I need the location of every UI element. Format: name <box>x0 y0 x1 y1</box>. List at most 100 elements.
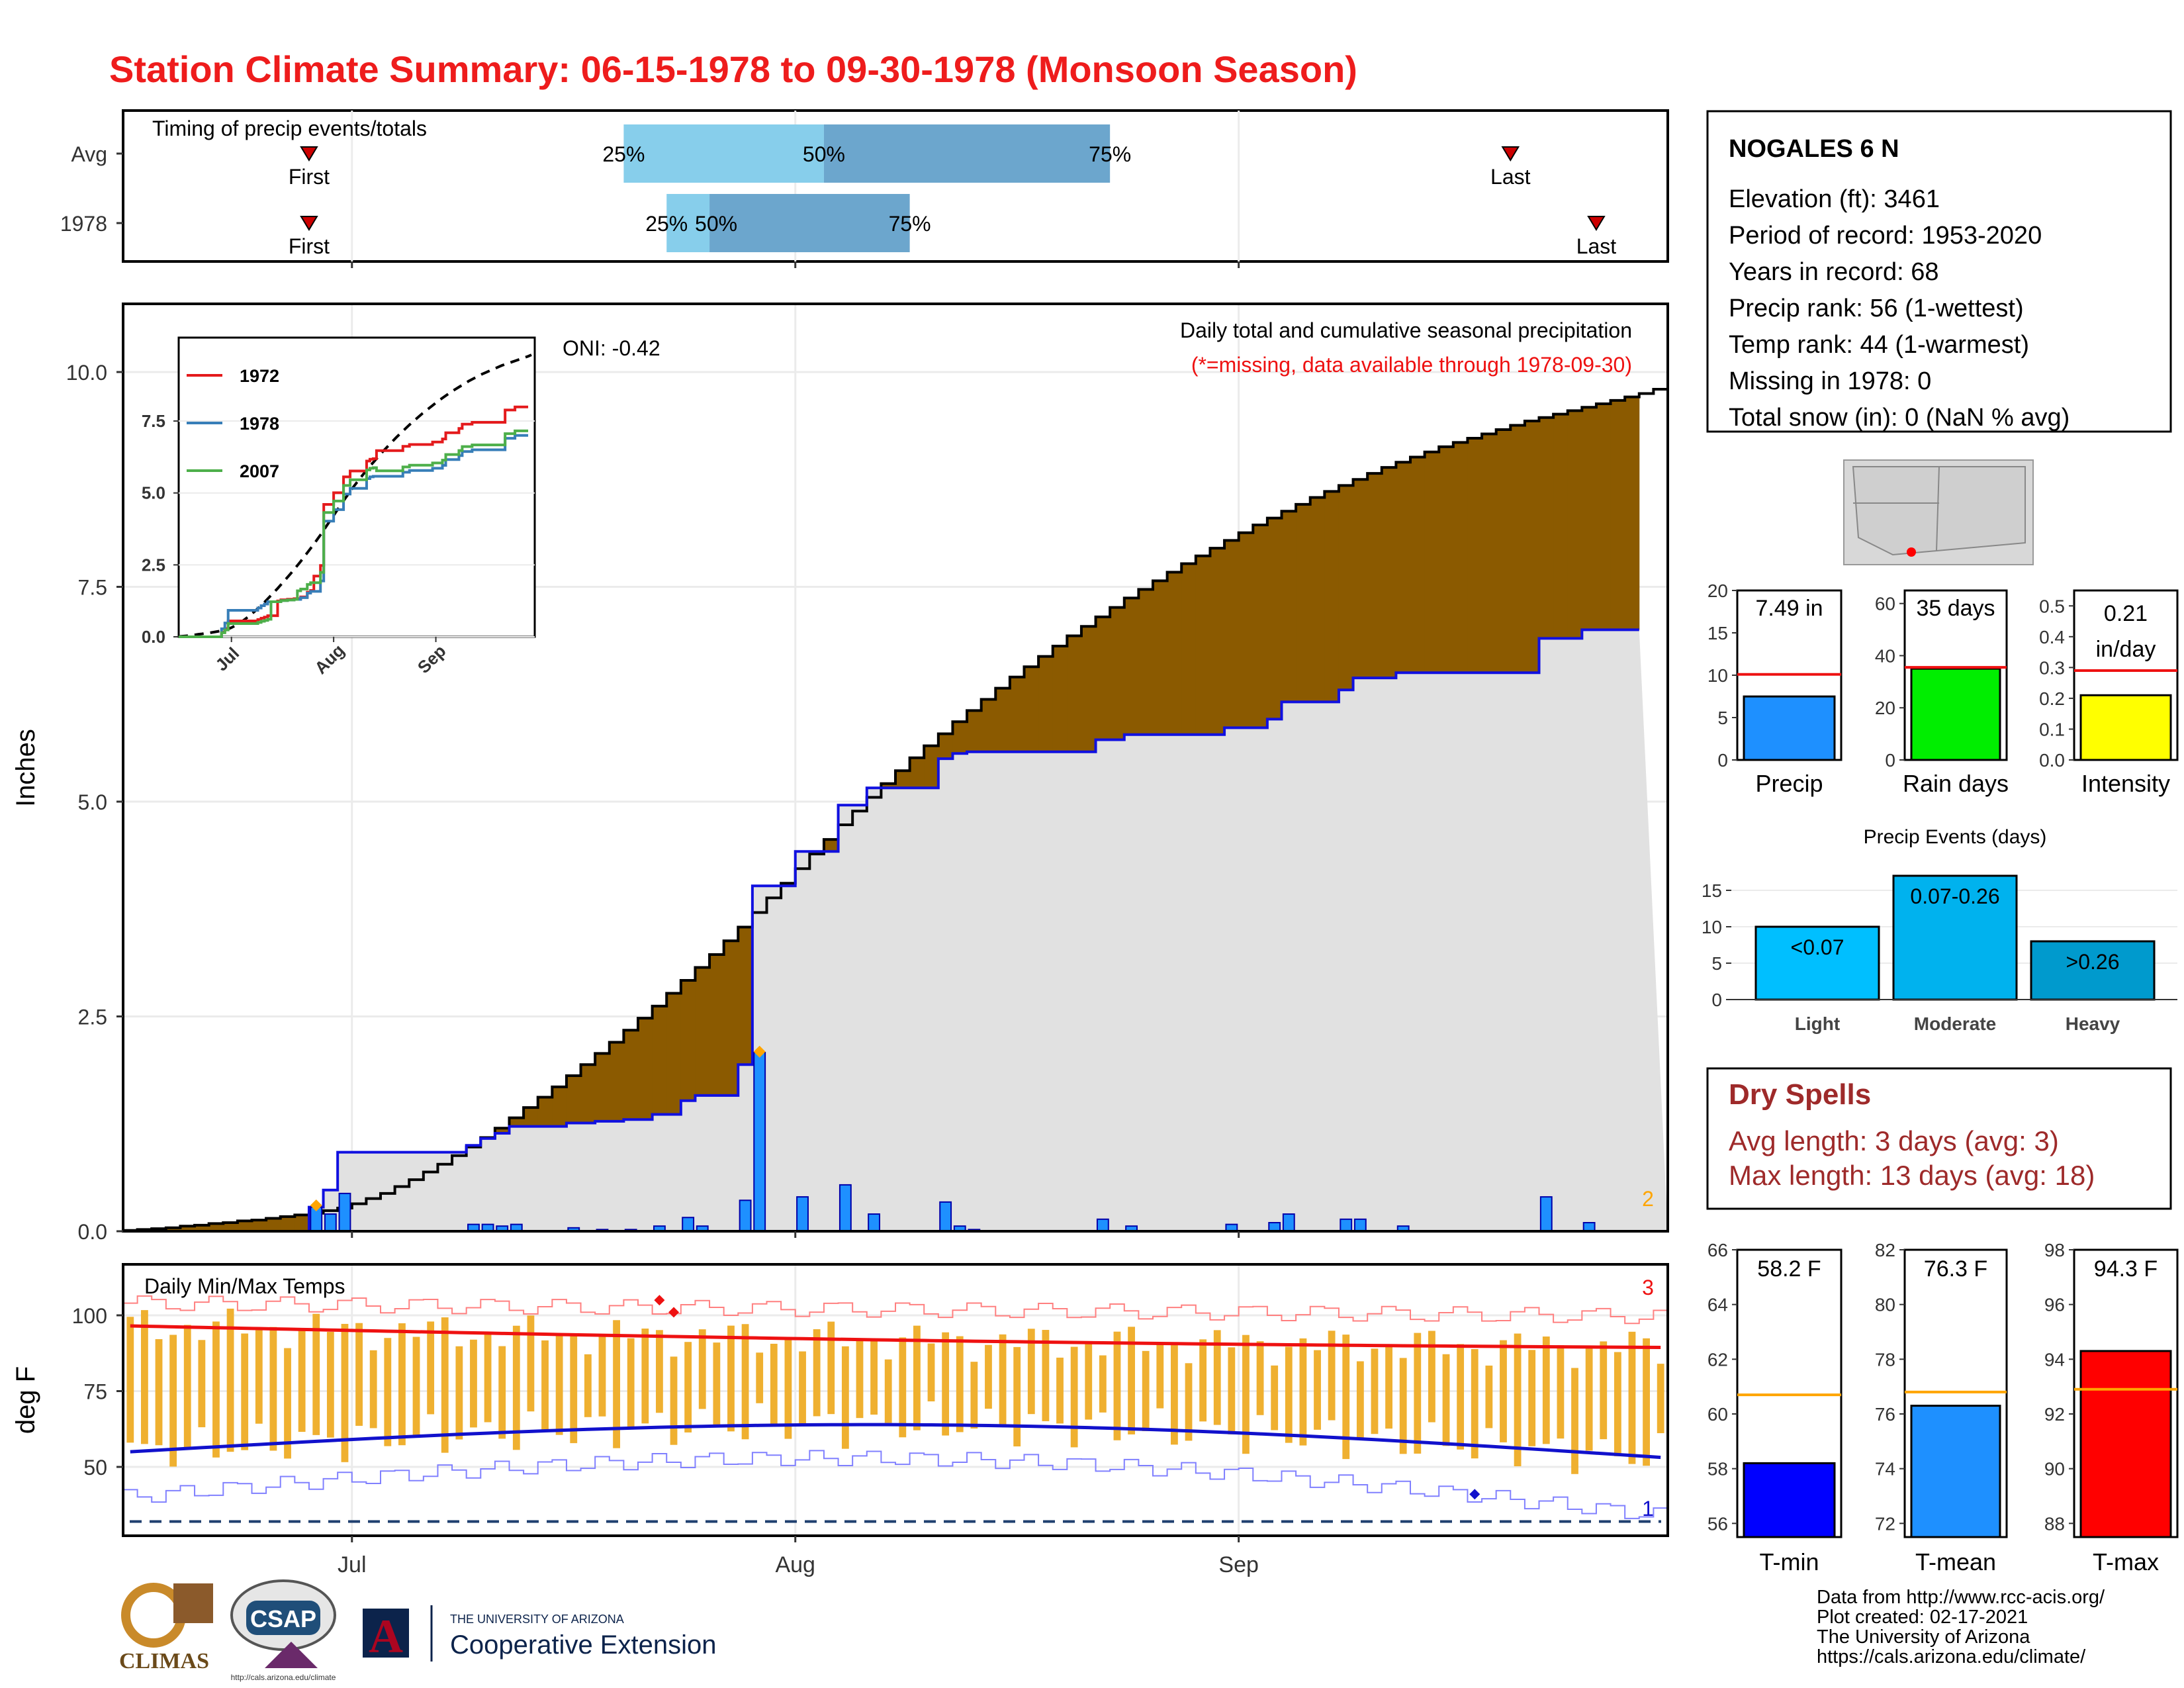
temps-daily-bar <box>1385 1346 1392 1429</box>
tempbar-ytick-label: 98 <box>2044 1240 2065 1260</box>
station-line: Period of record: 1953-2020 <box>1729 222 2042 250</box>
temps-daily-bar <box>1042 1330 1050 1421</box>
temps-daily-bar <box>870 1340 878 1415</box>
x-tick-label: Aug <box>775 1552 815 1577</box>
precip-daily-bar <box>338 1192 351 1232</box>
temps-daily-bar <box>441 1317 449 1453</box>
shared-x-axis: Jul Aug Sep <box>338 261 1259 1577</box>
temps-daily-bar <box>927 1343 935 1402</box>
precip-difference-segment <box>723 941 739 1096</box>
precip-daily-bar <box>1282 1213 1295 1233</box>
tempbar-ytick-label: 92 <box>2044 1404 2065 1425</box>
temps-daily-bar <box>598 1334 606 1417</box>
tempbar-value-label: 58.2 F <box>1757 1256 1821 1282</box>
temps-daily-bar <box>398 1323 406 1446</box>
events-bar <box>1754 925 1880 1001</box>
minibar-ytick-label: 5 <box>1717 708 1728 728</box>
timing-bar-25-50 <box>623 124 824 183</box>
station-line: Total snow (in): 0 (NaN % avg) <box>1729 404 2070 432</box>
precip-difference-segment <box>1453 442 1468 673</box>
climas-logo-text: CLIMAS <box>119 1649 209 1673</box>
climas-logo-icon <box>121 1583 186 1648</box>
temps-daily-bar <box>1299 1338 1307 1446</box>
temps-daily-bar <box>1514 1333 1522 1467</box>
csap-logo-text: CSAP <box>250 1605 316 1632</box>
events-bar-label: Heavy <box>2066 1013 2120 1034</box>
tempbar-value-bar <box>2079 1350 2172 1538</box>
temps-daily-bar <box>956 1336 964 1432</box>
minibar-label: Intensity <box>2081 770 2170 797</box>
tempbar-ytick-label: 60 <box>1707 1404 1728 1425</box>
temps-record-high-marker <box>654 1295 665 1306</box>
temps-daily-bar <box>1485 1365 1493 1429</box>
temps-daily-bar <box>1185 1363 1193 1441</box>
precip-difference-segment <box>967 710 982 752</box>
temps-record-low-line <box>123 1450 1668 1519</box>
temps-daily-bar <box>312 1313 320 1435</box>
precip-difference-segment <box>1467 438 1482 673</box>
precip-daily-bar <box>1353 1218 1367 1233</box>
precip-difference-segment <box>1338 485 1354 690</box>
precip-difference-segment <box>895 771 911 788</box>
precip-difference-segment <box>251 1220 267 1231</box>
precip-events-chart: Precip Events (days) 0 5 10 15 <0.07 Light 0.07… <box>1702 826 2177 1034</box>
precip-difference-segment <box>523 1107 539 1127</box>
temps-daily-bar <box>942 1332 950 1436</box>
precip-difference-segment <box>1310 497 1325 702</box>
temps-daily-bar <box>126 1317 134 1443</box>
precip-difference-segment <box>1281 511 1297 702</box>
precip-difference-segment <box>695 967 710 1096</box>
inset-ytick-label: 2.5 <box>142 555 165 575</box>
temps-daily-bar <box>741 1324 749 1440</box>
timing-first-label: First <box>289 234 330 258</box>
temps-daily-bar <box>1113 1331 1121 1440</box>
precip-difference-segment <box>1524 420 1539 673</box>
temps-daily-bar <box>670 1356 678 1445</box>
precip-difference-segment <box>1582 407 1597 630</box>
precip-difference-segment <box>552 1086 567 1127</box>
precip-difference-segment <box>1195 555 1210 735</box>
temps-daily-bar <box>369 1350 377 1429</box>
precip-difference-segment <box>1138 589 1154 735</box>
temps-daily-bar <box>613 1320 620 1448</box>
precip-ytick-label: 2.5 <box>78 1006 107 1029</box>
temps-daily-bar <box>641 1329 649 1424</box>
temps-daily-bar <box>1070 1346 1078 1448</box>
temps-ytick-label: 50 <box>83 1456 107 1479</box>
temps-daily-bar <box>169 1335 177 1467</box>
temps-daily-bar <box>1142 1350 1150 1431</box>
temps-title: Daily Min/Max Temps <box>144 1274 345 1298</box>
temps-daily-bar <box>1056 1357 1064 1424</box>
temps-daily-bar <box>1285 1346 1293 1443</box>
precip-difference-segment <box>537 1097 553 1127</box>
precip-difference-segment <box>1210 548 1225 735</box>
precip-difference-segment <box>1324 491 1340 702</box>
station-frame <box>1706 110 2172 433</box>
tempbar-value-label: 76.3 F <box>1924 1256 1987 1282</box>
minibar-ytick-label: 0.0 <box>2039 750 2065 771</box>
temps-daily-bar <box>1657 1364 1664 1434</box>
temps-daily-bar <box>1199 1339 1207 1422</box>
precip-difference-segment <box>638 1018 653 1120</box>
precip-daily-bar <box>796 1196 809 1232</box>
timing-bar-50-75 <box>823 124 1111 183</box>
logos: CLIMAS CSAP http://cals.arizona.edu/climat… <box>119 1579 716 1682</box>
temps-daily-bar <box>1099 1355 1107 1413</box>
temps-daily-bar <box>1414 1333 1422 1454</box>
precip-difference-segment <box>1410 457 1426 673</box>
minibar-ytick-label: 0.3 <box>2039 657 2065 678</box>
precip-panel: 0.0 2.5 5.0 7.5 10.0 Inches ONI: -0.42 Daily to… <box>11 303 1669 1244</box>
precip-difference-segment <box>1238 532 1253 728</box>
timing-title: Timing of precip events/totals <box>152 117 427 140</box>
precip-difference-segment <box>609 1042 624 1121</box>
temps-daily-bar <box>1500 1340 1507 1442</box>
tempbar-ytick-label: 62 <box>1707 1349 1728 1370</box>
minibar-value-bar <box>1743 695 1836 761</box>
events-title: Precip Events (days) <box>1864 826 2047 848</box>
temps-daily-bar <box>913 1325 921 1430</box>
timing-row-label: 1978 <box>60 212 107 236</box>
events-ytick-label: 0 <box>1711 990 1722 1010</box>
temps-daily-bar <box>1027 1329 1035 1415</box>
events-bar <box>1892 874 2018 1001</box>
precip-difference-segment <box>1038 656 1054 752</box>
